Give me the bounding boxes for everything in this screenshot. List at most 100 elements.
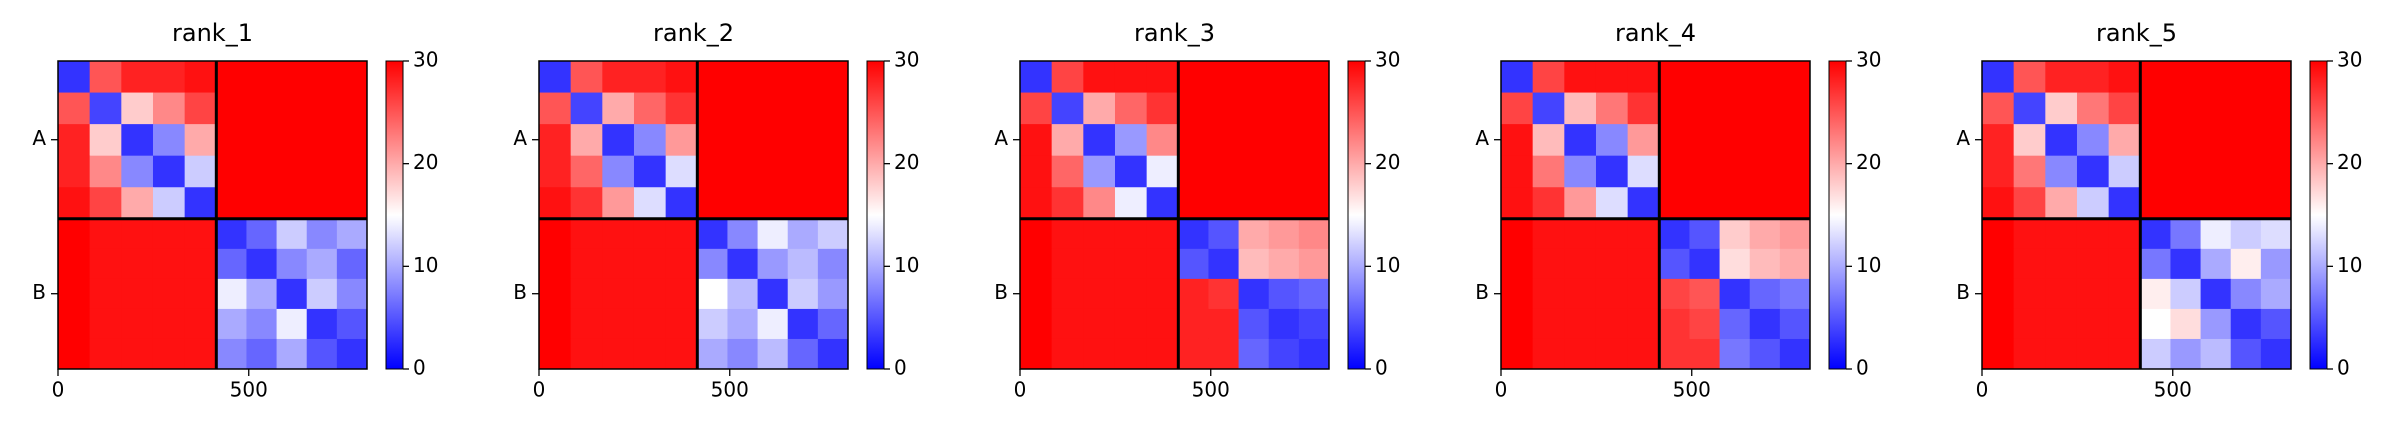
chart-title: rank_3 bbox=[1134, 19, 1215, 47]
heatmap-cell bbox=[787, 187, 819, 220]
heatmap-cell bbox=[665, 124, 698, 157]
heatmap-cell bbox=[602, 92, 635, 125]
heatmap-cell bbox=[2200, 248, 2232, 280]
heatmap-cell bbox=[1208, 278, 1240, 310]
heatmap-cell bbox=[1178, 61, 1209, 94]
heatmap-cell bbox=[121, 124, 154, 157]
heatmap-cell bbox=[1982, 155, 2015, 188]
heatmap-cell bbox=[246, 124, 278, 157]
colorbar bbox=[1347, 60, 1366, 370]
heatmap-cell bbox=[2260, 187, 2292, 220]
heatmap-cell bbox=[539, 248, 572, 280]
heatmap-cell bbox=[1020, 308, 1053, 340]
heatmap-cell bbox=[2170, 155, 2202, 188]
heatmap-cell bbox=[1146, 61, 1179, 94]
heatmap-cell bbox=[1083, 218, 1116, 250]
heatmap-cell bbox=[1719, 187, 1751, 220]
heatmap-cell bbox=[787, 338, 819, 370]
heatmap-cell bbox=[602, 218, 635, 250]
heatmap-cell bbox=[2140, 155, 2171, 188]
heatmap-cell bbox=[1208, 187, 1240, 220]
heatmap-cell bbox=[2230, 124, 2262, 157]
heatmap-cell bbox=[246, 218, 278, 250]
heatmap-cell bbox=[1298, 248, 1330, 280]
heatmap-cell bbox=[2200, 308, 2232, 340]
heatmap-cell bbox=[276, 92, 308, 125]
heatmap-cell bbox=[1083, 155, 1116, 188]
heatmap-cell bbox=[1238, 187, 1270, 220]
heatmap-cell bbox=[727, 248, 759, 280]
chart-title: rank_5 bbox=[2096, 19, 2177, 47]
heatmap-cell bbox=[1532, 155, 1565, 188]
heatmap-cell bbox=[306, 248, 338, 280]
heatmap-cell bbox=[1982, 124, 2015, 157]
heatmap-cell bbox=[2013, 218, 2046, 250]
heatmap-cell bbox=[1595, 187, 1629, 220]
heatmap-cell bbox=[1501, 61, 1534, 94]
heatmap-cell bbox=[1659, 248, 1690, 280]
colorbar-tick-label: 30 bbox=[2337, 48, 2362, 72]
panel: rank_3 0 500 A B 0 10 20 30 bbox=[994, 19, 1400, 402]
heatmap-cell bbox=[1749, 124, 1781, 157]
heatmap-cell bbox=[2170, 308, 2202, 340]
heatmap-cell bbox=[697, 92, 728, 125]
heatmap-cell bbox=[633, 338, 667, 370]
heatmap-cell bbox=[184, 338, 217, 370]
heatmap-cell bbox=[665, 92, 698, 125]
heatmap-cell bbox=[1659, 155, 1690, 188]
heatmap-cell bbox=[2140, 248, 2171, 280]
heatmap-cell bbox=[89, 248, 122, 280]
heatmap-cell bbox=[58, 124, 91, 157]
heatmap-cell bbox=[2170, 187, 2202, 220]
heatmap-cell bbox=[1146, 338, 1179, 370]
heatmap-cell bbox=[757, 248, 789, 280]
heatmap-cell bbox=[697, 124, 728, 157]
heatmap-cell bbox=[1501, 248, 1534, 280]
y-tick-label: A bbox=[513, 126, 527, 150]
heatmap-cell bbox=[665, 155, 698, 188]
heatmap-cell bbox=[2045, 218, 2078, 250]
heatmap-cell bbox=[1719, 124, 1751, 157]
y-tick-label: B bbox=[32, 280, 46, 304]
heatmap-cell bbox=[1268, 124, 1300, 157]
heatmap-cell bbox=[1208, 124, 1240, 157]
heatmap-cell bbox=[184, 187, 217, 220]
heatmap-cell bbox=[697, 308, 728, 340]
heatmap-cell bbox=[336, 92, 368, 125]
heatmap-cell bbox=[2076, 308, 2110, 340]
heatmap-cell bbox=[184, 278, 217, 310]
heatmap-cell bbox=[246, 92, 278, 125]
heatmap-cell bbox=[1051, 155, 1084, 188]
y-tick-label: B bbox=[513, 280, 527, 304]
heatmap-cell bbox=[633, 187, 667, 220]
heatmap-cell bbox=[306, 92, 338, 125]
heatmap-cell bbox=[1627, 187, 1660, 220]
heatmap-cell bbox=[2260, 248, 2292, 280]
heatmap-cell bbox=[1020, 155, 1053, 188]
heatmap-cell bbox=[1595, 308, 1629, 340]
heatmap-cell bbox=[1779, 278, 1811, 310]
heatmap-cell bbox=[1982, 187, 2015, 220]
heatmap-cell bbox=[2045, 92, 2078, 125]
heatmap-cell bbox=[276, 218, 308, 250]
heatmap-cell bbox=[216, 124, 247, 157]
colorbar bbox=[385, 60, 404, 370]
heatmap-cell bbox=[276, 248, 308, 280]
heatmap-cell bbox=[1051, 308, 1084, 340]
heatmap-cell bbox=[1532, 248, 1565, 280]
heatmap-cell bbox=[633, 218, 667, 250]
heatmap-cell bbox=[1749, 278, 1781, 310]
heatmap-cell bbox=[2045, 308, 2078, 340]
heatmap-cell bbox=[1689, 218, 1721, 250]
heatmap-cell bbox=[1982, 308, 2015, 340]
heatmap-cell bbox=[570, 92, 603, 125]
colorbar-tick-label: 0 bbox=[894, 356, 907, 380]
heatmap-cell bbox=[1020, 248, 1053, 280]
heatmap-cell bbox=[1595, 61, 1629, 94]
panel: rank_4 0 500 A B 0 10 20 30 bbox=[1475, 19, 1881, 402]
heatmap-cell bbox=[2013, 61, 2046, 94]
colorbar-tick-label: 20 bbox=[1375, 150, 1400, 174]
heatmap-cell bbox=[757, 218, 789, 250]
heatmap-cell bbox=[246, 338, 278, 370]
heatmap-cell bbox=[2230, 338, 2262, 370]
